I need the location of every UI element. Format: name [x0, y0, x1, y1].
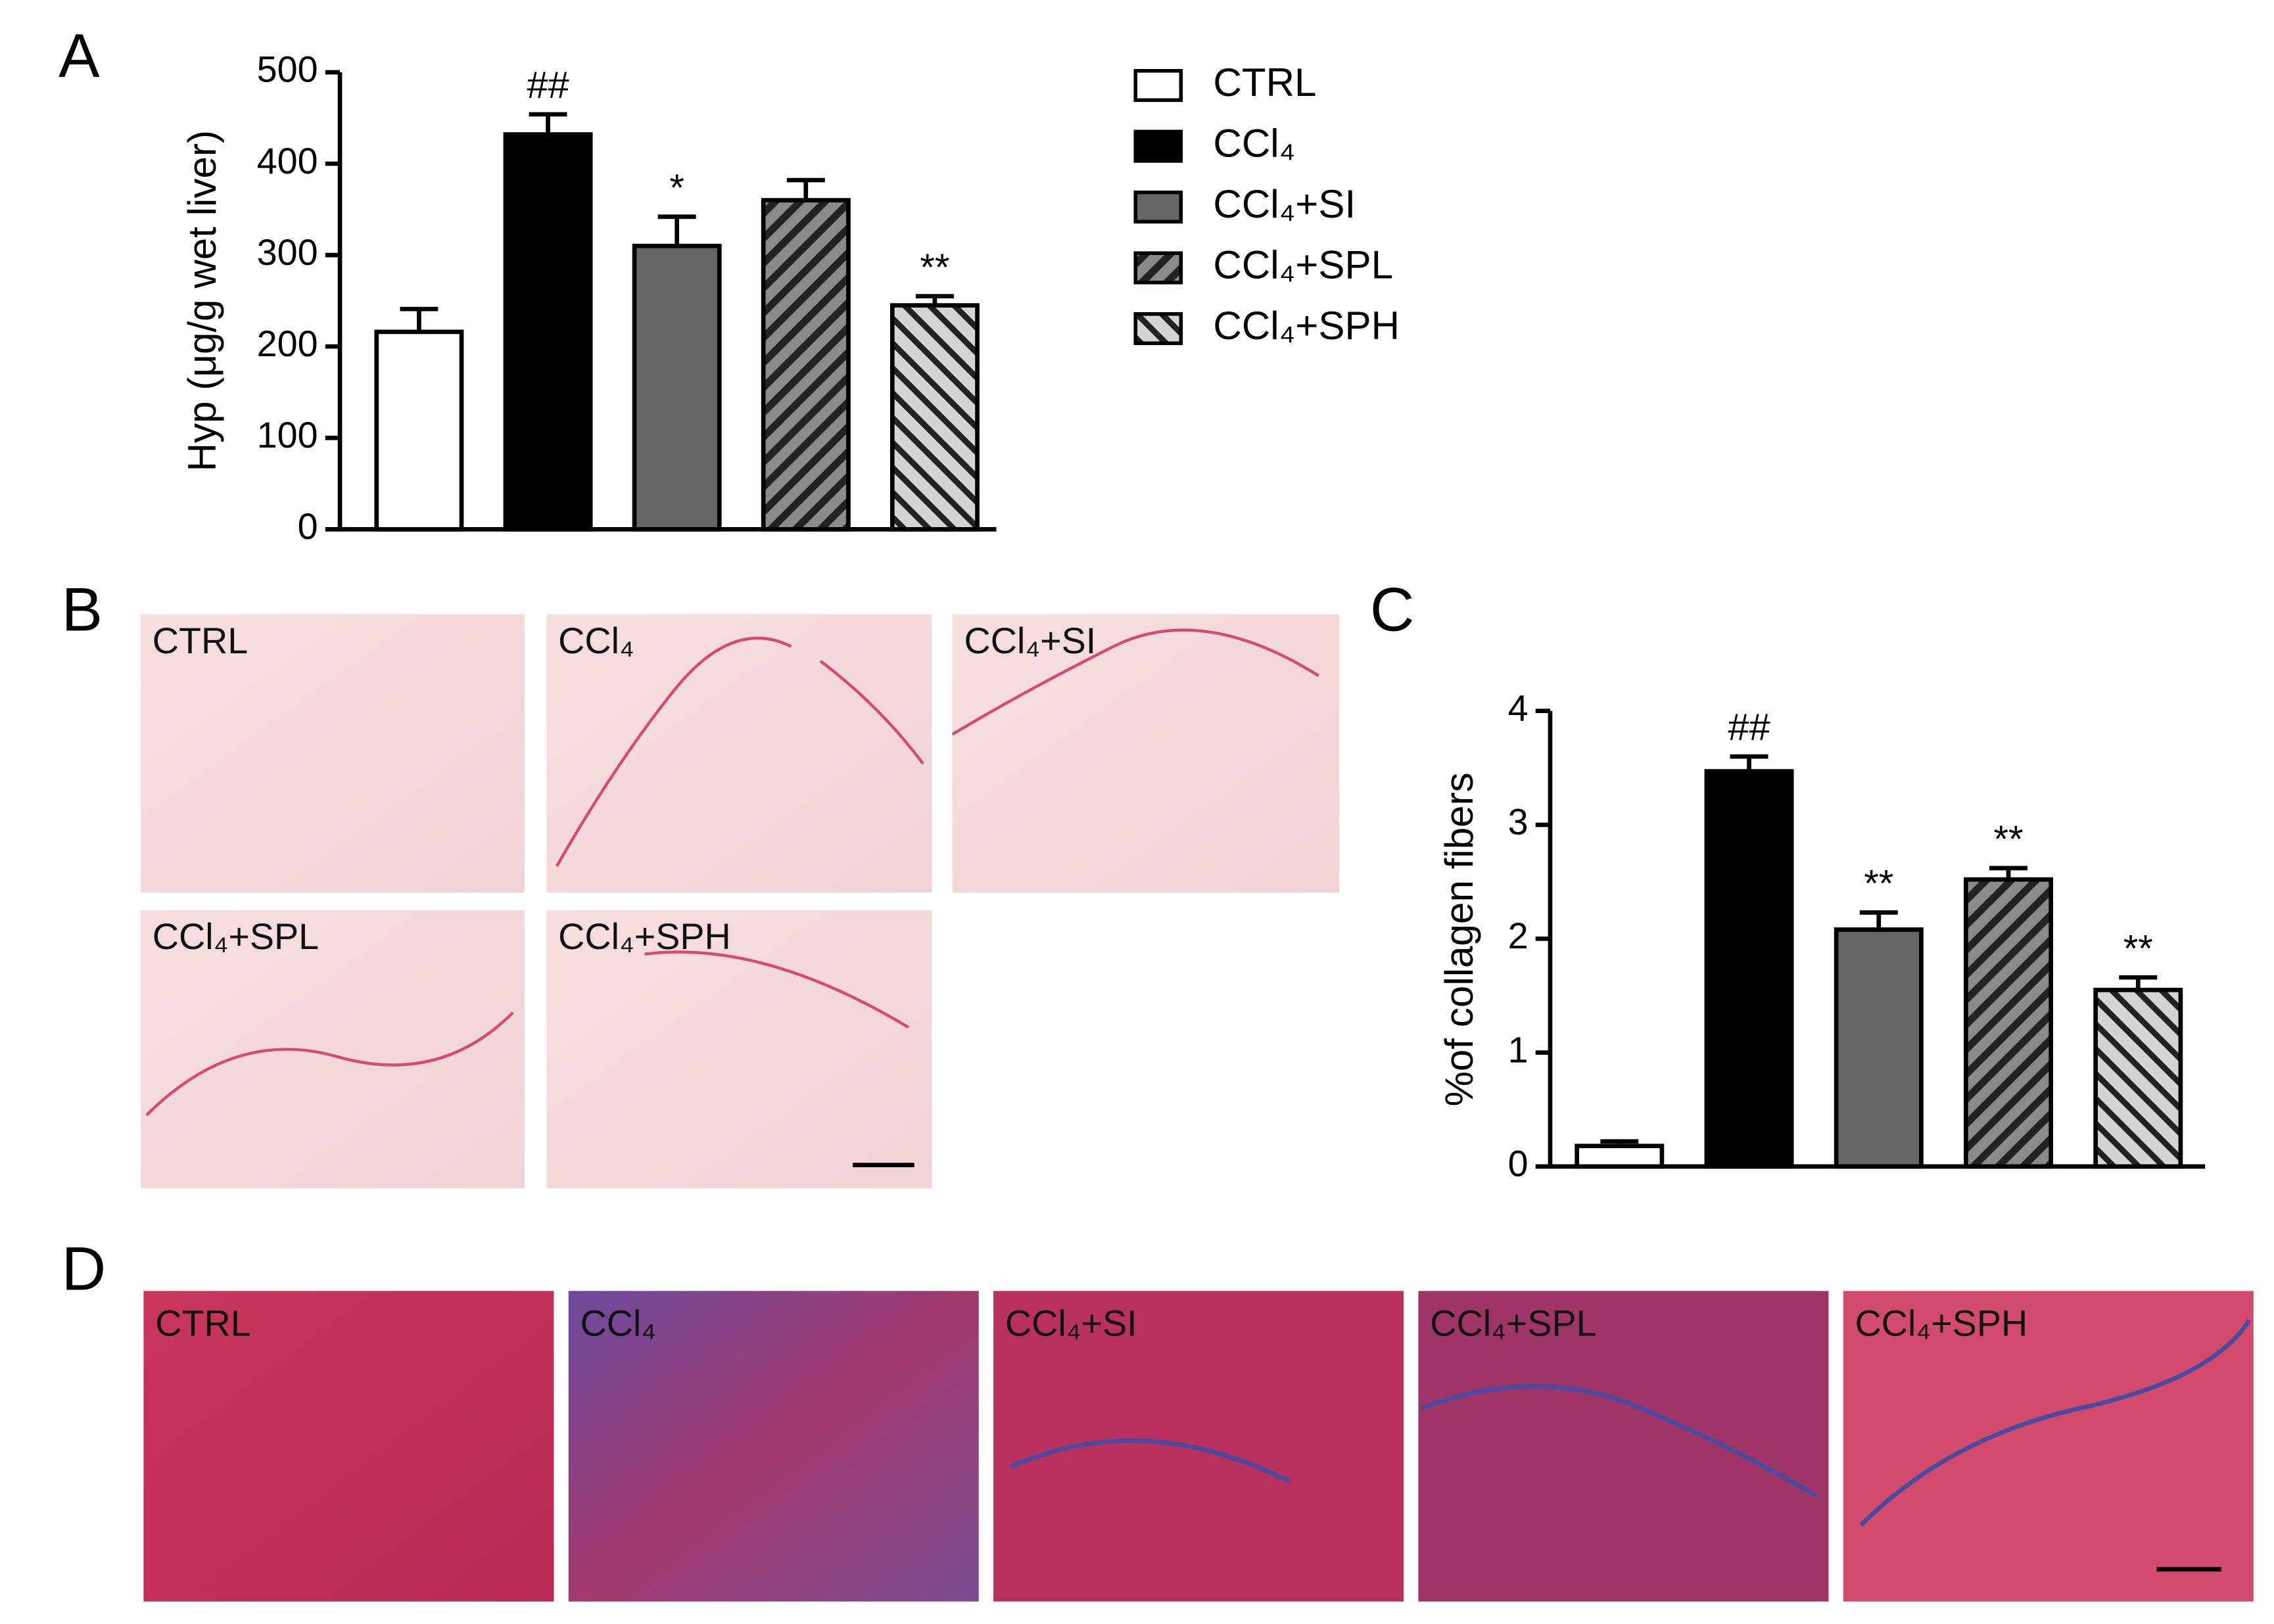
micrograph-label: CCl₄+SPH — [558, 916, 731, 957]
bar — [374, 329, 464, 532]
significance-label: ** — [2123, 927, 2153, 969]
bar — [1834, 927, 1924, 1169]
micrographs-d: D CTRL CCl₄ CCl₄+SI CCl₄+SPL CCl₄+SPH — [62, 1234, 2254, 1602]
legend-swatch — [1133, 129, 1183, 163]
significance-label: ** — [1993, 818, 2023, 860]
micrograph — [546, 614, 932, 893]
micrograph — [140, 614, 525, 893]
significance-label: ## — [527, 64, 569, 106]
y-tick-label: 300 — [257, 232, 318, 273]
micrograph — [952, 614, 1340, 893]
bar — [889, 303, 980, 532]
y-tick-label: 100 — [257, 415, 318, 455]
micrograph-label: CCl₄+SPH — [1855, 1303, 2028, 1344]
micrograph-label: CCl₄ — [558, 620, 634, 661]
y-tick-label: 0 — [1508, 1144, 1528, 1184]
micrograph — [1843, 1291, 2254, 1602]
micrograph — [568, 1291, 979, 1602]
y-tick-label: 500 — [257, 49, 318, 90]
bar — [503, 132, 593, 532]
legend-swatch — [1133, 251, 1183, 285]
legend-label: CCl₄+SI — [1213, 182, 1356, 226]
y-tick-label: 400 — [257, 141, 318, 181]
micrograph-label: CCl₄ — [580, 1303, 657, 1344]
y-axis-title: %of collagen fibers — [1437, 772, 1481, 1106]
micrograph-label: CCl₄+SPL — [1430, 1303, 1596, 1344]
y-tick-label: 0 — [298, 506, 318, 547]
bar — [1704, 769, 1794, 1169]
panel-label: B — [62, 574, 103, 643]
significance-label: * — [669, 167, 684, 209]
bar — [761, 198, 851, 532]
micrograph-label: CCl₄+SI — [1005, 1303, 1137, 1344]
significance-label: ** — [920, 246, 949, 289]
micrograph-label: CTRL — [155, 1303, 250, 1344]
legend-swatch — [1133, 190, 1183, 224]
y-tick-label: 2 — [1508, 916, 1528, 956]
legend-label: CTRL — [1213, 60, 1316, 104]
y-tick-label: 200 — [257, 323, 318, 364]
y-tick-label: 4 — [1508, 687, 1528, 728]
legend-swatch — [1133, 68, 1183, 103]
micrographs-b: B CTRL CCl₄ CCl₄+SI CCl₄+SPL CCl₄+SPH — [62, 574, 1340, 1189]
legend-label: CCl₄+SPH — [1213, 304, 1400, 348]
bar — [2093, 987, 2183, 1169]
y-axis-title: Hyp (μg/g wet liver) — [180, 130, 224, 471]
fibrosis-trace — [145, 628, 1320, 1117]
legend-label: CCl₄ — [1213, 121, 1295, 165]
micrograph-label: CCl₄+SI — [964, 620, 1097, 661]
significance-label: ** — [1864, 863, 1893, 905]
micrograph — [1418, 1291, 1829, 1602]
y-tick-label: 3 — [1508, 802, 1528, 843]
panel-label: C — [1370, 574, 1415, 643]
panel-label: A — [59, 21, 100, 90]
micrograph-label: CCl₄+SPL — [153, 916, 319, 957]
legend-label: CCl₄+SPL — [1213, 243, 1393, 287]
bar — [632, 243, 722, 532]
panel-label: D — [62, 1234, 107, 1303]
significance-label: ## — [1728, 707, 1770, 749]
bar — [1964, 877, 2054, 1169]
fibrosis-trace — [1010, 1319, 2251, 1527]
micrograph-label: CTRL — [153, 620, 248, 661]
bar — [1575, 1144, 1665, 1169]
legend-swatch — [1133, 312, 1183, 346]
micrograph — [143, 1291, 554, 1602]
y-tick-label: 1 — [1508, 1029, 1528, 1070]
